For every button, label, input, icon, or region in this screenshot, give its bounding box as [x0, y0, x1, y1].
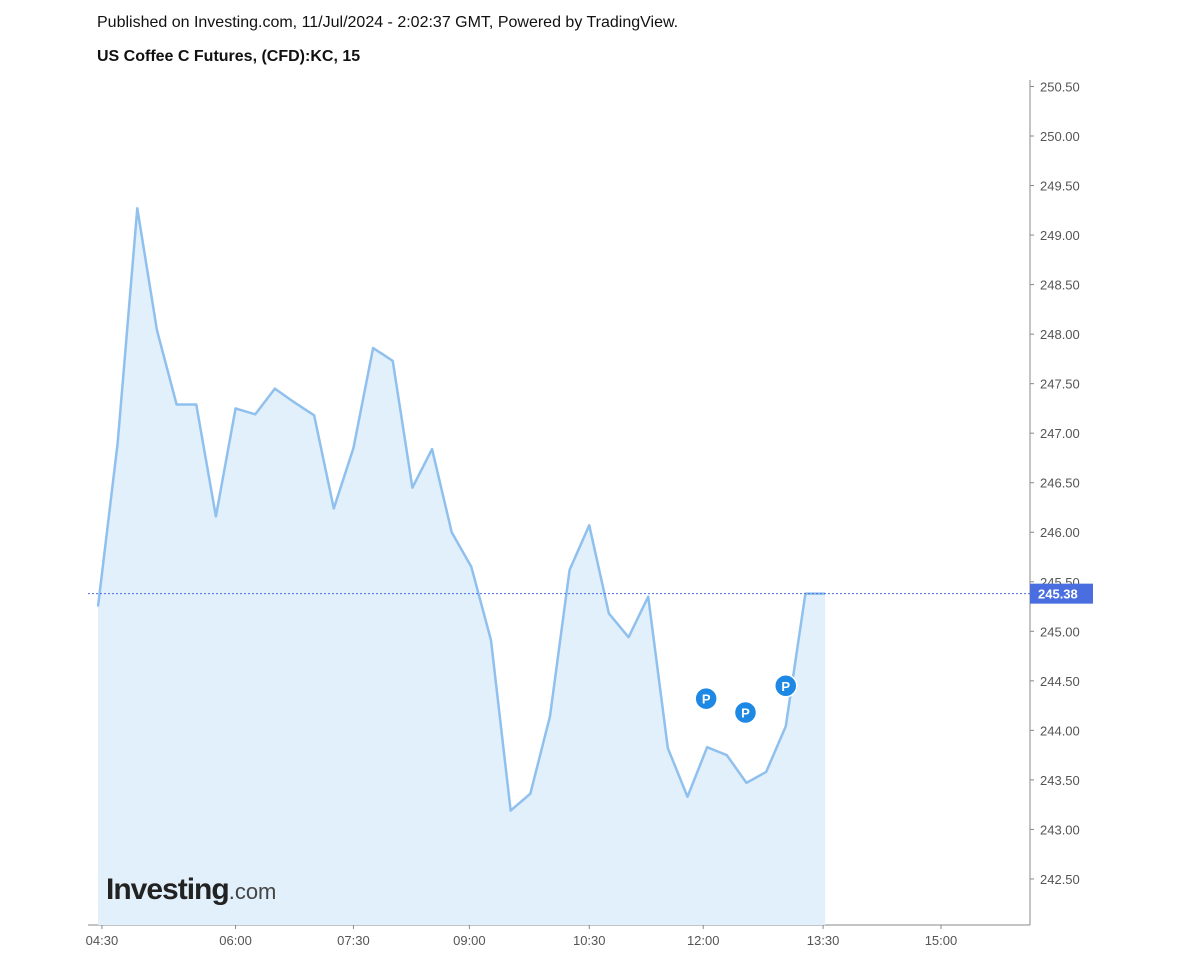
chart-title: US Coffee C Futures, (CFD):KC, 15 [97, 48, 361, 65]
p-marker[interactable]: P [694, 686, 718, 711]
y-tick-label: 250.00 [1040, 129, 1080, 144]
area-fill [98, 208, 826, 926]
p-marker[interactable]: P [774, 674, 798, 698]
published-note: Published on Investing.com, 11/Jul/2024 … [97, 14, 679, 31]
p-marker-label: P [741, 706, 750, 721]
p-marker-circle [733, 700, 758, 725]
x-tick-label: 15:00 [925, 933, 958, 948]
p-marker-circle [774, 674, 798, 698]
y-tick-label: 249.50 [1040, 179, 1080, 194]
x-tick-label: 06:00 [219, 933, 252, 948]
y-tick-label: 248.00 [1040, 327, 1080, 342]
y-tick-label: 247.00 [1040, 426, 1080, 441]
logo-suffix: .com [228, 879, 277, 904]
y-tick-label: 245.00 [1040, 624, 1080, 639]
p-marker-label: P [702, 692, 711, 707]
y-tick-label: 243.00 [1040, 822, 1080, 837]
x-tick-label: 12:00 [687, 933, 720, 948]
x-tick-label: 10:30 [573, 933, 606, 948]
y-tick-label: 244.50 [1040, 674, 1080, 689]
x-tick-label: 09:00 [453, 933, 486, 948]
x-tick-label: 13:30 [807, 933, 840, 948]
investing-logo: Investing.com [106, 873, 276, 907]
last-price-badge-bg [1030, 583, 1093, 604]
last-price-label: 245.38 [1038, 587, 1078, 602]
price-line [96, 207, 826, 812]
y-tick-label: 249.00 [1040, 228, 1080, 243]
last-price-badge: 245.38 [1030, 583, 1093, 604]
logo-text: Investing [106, 873, 230, 906]
y-tick-label: 243.50 [1040, 773, 1080, 788]
p-marker-label: P [781, 679, 790, 694]
p-marker-circle [694, 686, 718, 711]
y-tick-label: 242.50 [1040, 872, 1080, 887]
y-tick-label: 246.50 [1040, 476, 1080, 491]
y-tick-label: 248.50 [1040, 278, 1080, 293]
y-tick-label: 244.00 [1040, 723, 1080, 738]
y-tick-label: 250.50 [1040, 79, 1080, 94]
y-tick-label: 246.00 [1040, 525, 1080, 540]
x-tick-label: 04:30 [86, 933, 119, 948]
x-tick-label: 07:30 [337, 933, 370, 948]
y-tick-label: 247.50 [1040, 377, 1080, 392]
p-marker[interactable]: P [733, 700, 758, 725]
